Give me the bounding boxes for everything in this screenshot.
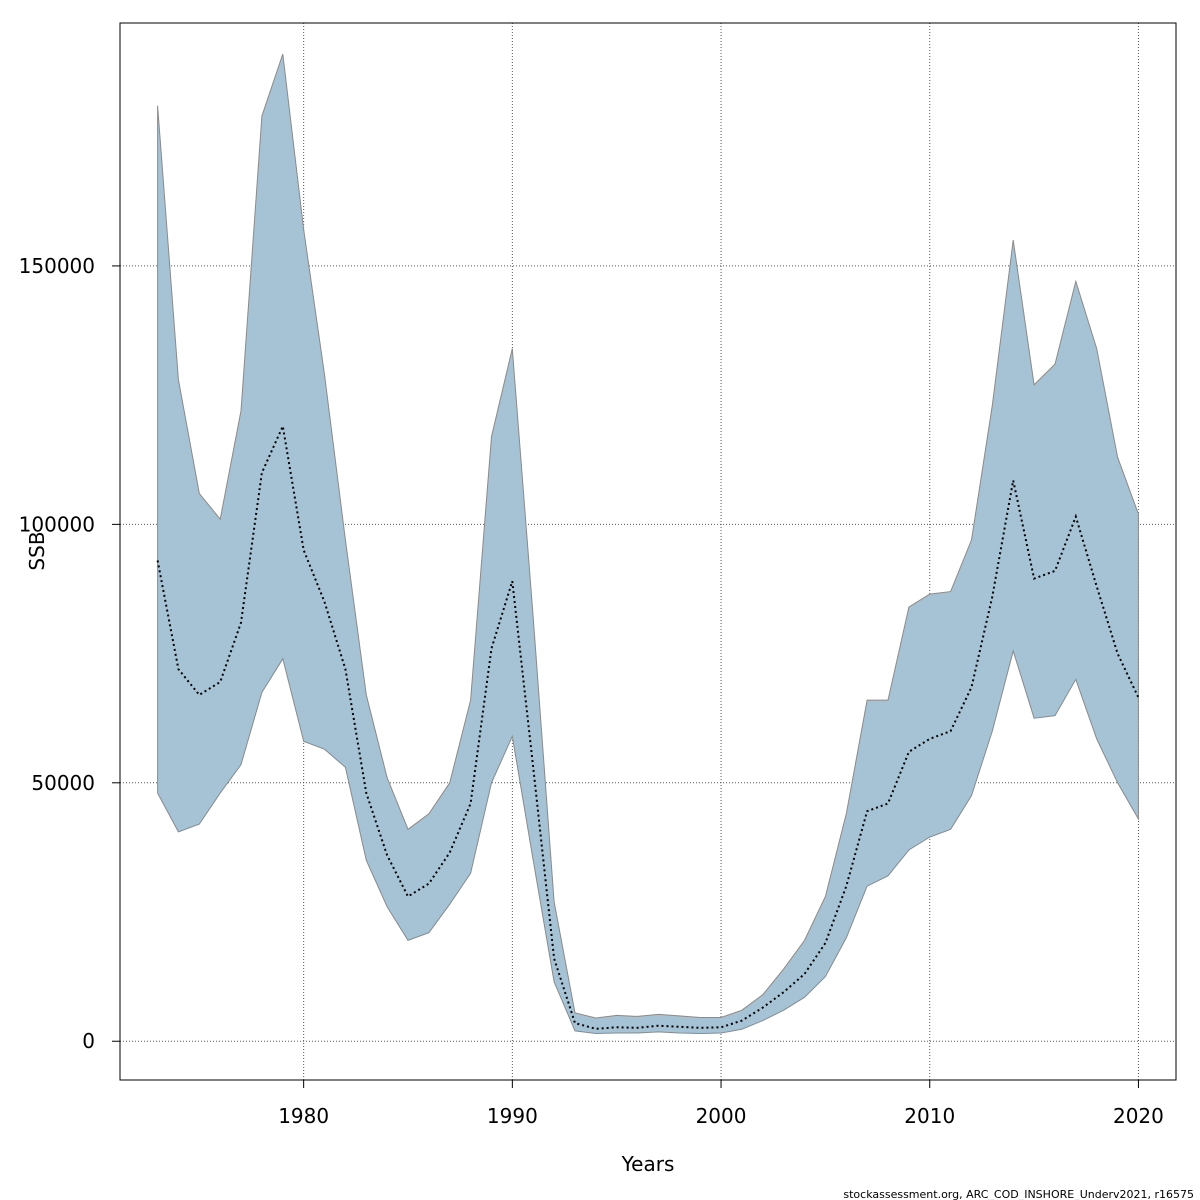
x-tick-label-2020: 2020 (1113, 1104, 1164, 1128)
x-tick-label-1980: 1980 (278, 1104, 329, 1128)
source-credit: stockassessment.org, ARC_COD_INSHORE_Und… (843, 1188, 1194, 1200)
y-axis: 0 50000 100000 150000 (19, 254, 120, 1053)
x-tick-label-1990: 1990 (487, 1104, 538, 1128)
y-tick-label-50000: 50000 (31, 771, 95, 795)
y-tick-label-150000: 150000 (19, 254, 95, 278)
x-tick-label-2000: 2000 (696, 1104, 747, 1128)
y-axis-title: SSB (25, 531, 49, 570)
x-axis: 1980 1990 2000 2010 2020 (278, 1080, 1164, 1128)
ssb-estimate-line (156, 422, 1140, 1030)
y-tick-label-0: 0 (82, 1029, 95, 1053)
confidence-band (157, 53, 1139, 1035)
x-axis-title: Years (621, 1152, 675, 1176)
y-tick-label-100000: 100000 (19, 512, 95, 536)
plot-frame (119, 22, 1177, 1081)
x-tick-label-2010: 2010 (904, 1104, 955, 1128)
